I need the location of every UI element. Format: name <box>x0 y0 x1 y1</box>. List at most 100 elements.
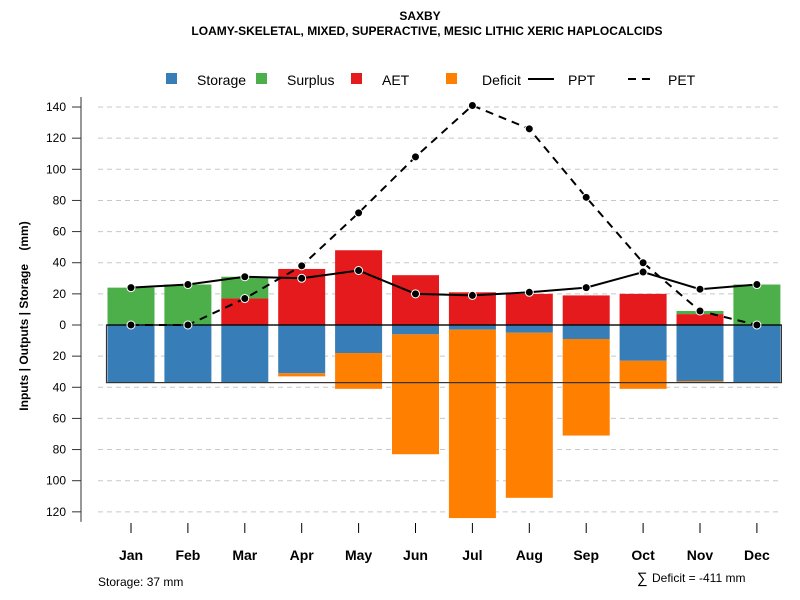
surplus-bar <box>221 276 269 299</box>
legend-swatch-deficit <box>446 73 457 84</box>
ppt-point <box>752 280 762 290</box>
deficit-bar <box>619 360 667 389</box>
x-tick-label: Dec <box>744 547 770 563</box>
x-tick-label: Jun <box>403 547 428 563</box>
legend-label-surplus: Surplus <box>287 72 334 88</box>
pet-point <box>240 294 250 304</box>
pet-point <box>638 258 648 268</box>
legend-label-ppt: PPT <box>568 72 596 88</box>
y-tick-label: 120 <box>46 131 66 145</box>
x-tick-label: Feb <box>175 547 200 563</box>
x-tick-label: Oct <box>631 547 655 563</box>
deficit-bar <box>392 334 439 455</box>
y-tick-label: 60 <box>53 411 67 425</box>
ppt-point <box>638 267 648 277</box>
surplus-bar <box>164 284 212 325</box>
storage-bar <box>278 325 326 374</box>
aet-bar <box>335 250 383 325</box>
deficit-bar <box>676 381 724 383</box>
ppt-point <box>695 284 705 294</box>
pet-point <box>581 192 591 202</box>
pet-point <box>354 208 364 218</box>
y-axis: 140 120 100 80 60 40 20 0 20 40 60 80 100 120 <box>46 97 82 522</box>
x-tick-label: Jan <box>119 547 143 563</box>
sigma-symbol: ∑ <box>637 570 648 587</box>
legend-swatch-aet <box>351 73 362 84</box>
storage-bar <box>392 325 439 335</box>
chart-title: SAXBY <box>399 9 440 23</box>
pet-point <box>183 320 193 330</box>
y-tick-label: 40 <box>53 380 67 394</box>
aet-bar <box>562 295 610 325</box>
chart-subtitle: LOAMY-SKELETAL, MIXED, SUPERACTIVE, MESI… <box>191 24 662 38</box>
x-axis: Jan Feb Mar Apr May Jun Jul Aug Sep Oct Nov Dec <box>119 523 770 563</box>
storage-bar <box>107 325 155 383</box>
ppt-point <box>183 280 193 290</box>
deficit-bar <box>562 339 610 436</box>
bars <box>105 250 783 519</box>
storage-bar <box>221 325 269 383</box>
legend-swatch-storage <box>166 73 177 84</box>
pet-point <box>297 261 307 271</box>
legend-label-aet: AET <box>382 72 410 88</box>
pet-point <box>411 152 420 162</box>
ppt-line <box>130 269 757 297</box>
deficit-bar <box>505 332 553 498</box>
legend-swatch-surplus <box>256 73 267 84</box>
aet-bar <box>619 293 667 325</box>
ppt-point <box>467 290 477 300</box>
pet-line <box>131 104 758 326</box>
ppt-point <box>524 287 534 297</box>
y-axis-title: Inputs | Outputs | Storage (mm) <box>17 221 31 410</box>
deficit-sum-annotation: Deficit = -411 mm <box>652 571 745 585</box>
legend: Storage Surplus AET Deficit PPT PET <box>166 72 696 88</box>
storage-bar <box>676 325 724 382</box>
deficit-bar <box>335 353 383 389</box>
y-tick-label: 100 <box>46 162 66 176</box>
aet-bar <box>392 275 439 325</box>
x-tick-label: Apr <box>290 547 315 563</box>
y-tick-label: 40 <box>53 256 67 270</box>
ppt-point <box>297 273 307 283</box>
deficit-bar <box>278 373 326 377</box>
pet-point <box>752 320 762 330</box>
lines <box>126 100 762 330</box>
y-tick-label: 20 <box>53 349 67 363</box>
storage-bar <box>619 325 667 361</box>
legend-label-deficit: Deficit <box>482 72 521 88</box>
surplus-bar <box>733 284 781 325</box>
x-tick-label: Aug <box>516 547 543 563</box>
y-tick-label: 140 <box>46 100 66 114</box>
storage-annotation: Storage: 37 mm <box>98 575 183 589</box>
aet-bar <box>676 314 724 325</box>
y-tick-label: 20 <box>53 287 67 301</box>
pet-point <box>126 320 136 330</box>
ppt-point <box>126 283 136 293</box>
pet-point <box>467 100 477 110</box>
surplus-bar <box>107 287 155 325</box>
ppt-point <box>354 266 364 276</box>
gridlines <box>98 106 782 513</box>
pet-point <box>524 124 534 134</box>
ppt-point <box>411 289 420 299</box>
ppt-point <box>581 283 591 293</box>
x-tick-label: May <box>345 547 372 563</box>
storage-bar <box>164 325 212 383</box>
y-tick-label: 80 <box>53 193 67 207</box>
legend-label-pet: PET <box>668 72 696 88</box>
aet-bar <box>505 293 553 325</box>
x-tick-label: Jul <box>462 547 482 563</box>
y-tick-label: 120 <box>46 505 66 519</box>
y-tick-label: 60 <box>53 225 67 239</box>
y-tick-label: 100 <box>46 474 66 488</box>
storage-bar <box>562 325 610 340</box>
x-tick-label: Sep <box>573 547 599 563</box>
x-tick-label: Nov <box>687 547 714 563</box>
y-tick-label: 80 <box>53 443 67 457</box>
storage-bar <box>448 325 496 330</box>
ppt-point <box>240 272 250 282</box>
y-tick-label: 0 <box>59 318 66 332</box>
pet-point <box>695 306 705 316</box>
deficit-bar <box>448 329 496 519</box>
storage-bar <box>733 325 781 383</box>
